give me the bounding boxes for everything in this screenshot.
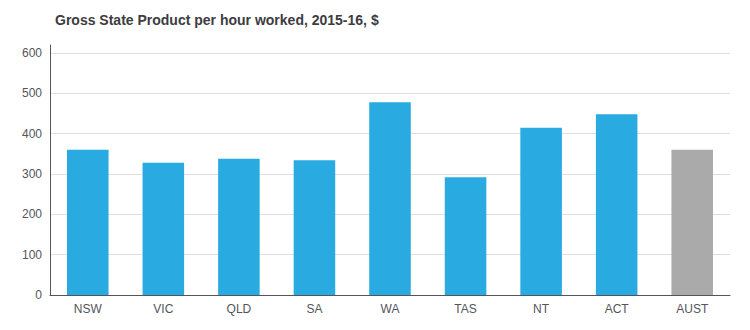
svg-text:WA: WA <box>381 302 400 316</box>
svg-text:200: 200 <box>22 207 42 221</box>
svg-text:TAS: TAS <box>454 302 476 316</box>
svg-text:AUST: AUST <box>676 302 709 316</box>
svg-text:NT: NT <box>533 302 550 316</box>
svg-text:300: 300 <box>22 167 42 181</box>
svg-text:600: 600 <box>22 46 42 60</box>
svg-text:SA: SA <box>306 302 322 316</box>
svg-text:QLD: QLD <box>227 302 252 316</box>
svg-text:ACT: ACT <box>605 302 630 316</box>
svg-text:VIC: VIC <box>153 302 173 316</box>
svg-text:400: 400 <box>22 127 42 141</box>
svg-text:100: 100 <box>22 248 42 262</box>
svg-text:NSW: NSW <box>74 302 103 316</box>
svg-text:0: 0 <box>35 288 42 302</box>
svg-text:Gross State Product per hour w: Gross State Product per hour worked, 201… <box>55 12 379 28</box>
svg-text:500: 500 <box>22 86 42 100</box>
